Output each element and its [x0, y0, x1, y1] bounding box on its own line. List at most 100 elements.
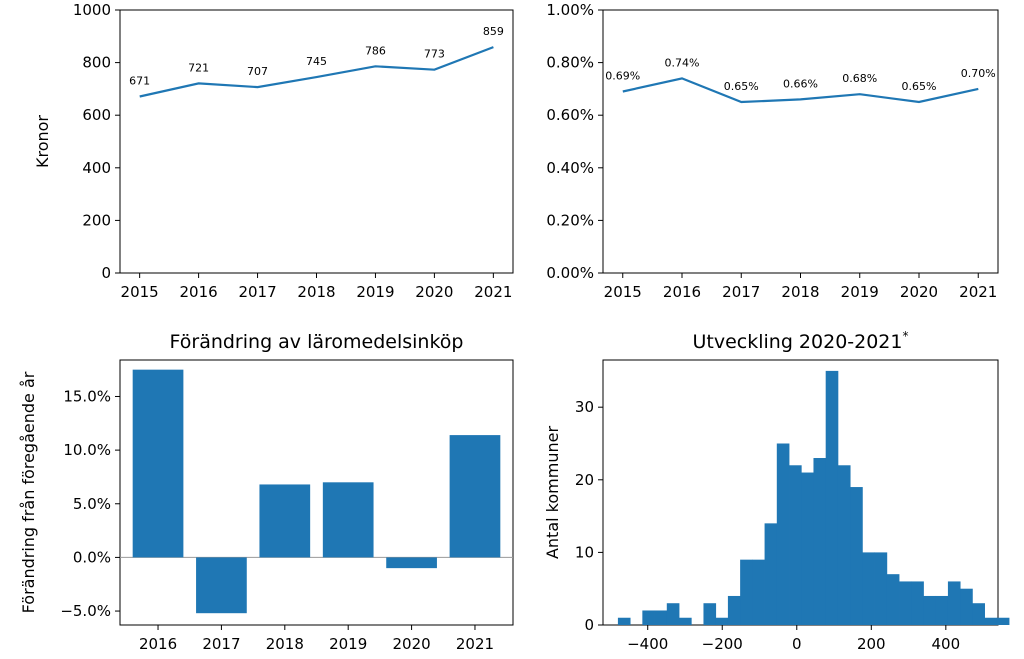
chart-utveckling-bin: [886, 574, 900, 625]
chart-forandring-xtick-label: 2018: [266, 635, 304, 653]
chart-forandring-bar: [386, 557, 437, 569]
chart-kronor-frame: [119, 9, 514, 274]
chart-andel-data-label: 0.66%: [783, 77, 818, 90]
chart-utveckling-bin: [764, 523, 778, 625]
chart-kronor-xtick-label: 2015: [121, 283, 159, 301]
chart-andel-xtick-label: 2021: [959, 283, 997, 301]
chart-kronor-ytick-label: 600: [82, 106, 111, 124]
chart-andel-ytick-label: 0.80%: [546, 54, 594, 72]
chart-kronor-xtick-label: 2017: [238, 283, 276, 301]
chart-kronor-data-label: 707: [247, 65, 268, 78]
chart-utveckling-ytick-label: 20: [575, 471, 594, 489]
chart-forandring-ytick-label: 15.0%: [63, 387, 111, 405]
chart-andel-ytick-label: 0.00%: [546, 264, 594, 282]
chart-kronor-ytick-label: 400: [82, 159, 111, 177]
chart-utveckling-bin: [850, 487, 863, 625]
chart-utveckling-bin: [947, 581, 961, 625]
chart-kronor-data-label: 786: [365, 44, 386, 57]
chart-utveckling-bin: [642, 610, 655, 625]
chart-andel-ytick-label: 1.00%: [546, 1, 594, 19]
chart-kronor-data-label: 745: [306, 55, 327, 68]
chart-utveckling-bin: [862, 552, 875, 625]
chart-kronor-data-label: 859: [483, 25, 504, 38]
chart-utveckling-bin: [703, 603, 717, 625]
chart-utveckling-title-mark: *: [903, 329, 909, 343]
chart-utveckling-bin: [972, 603, 985, 625]
chart-utveckling-bin: [617, 617, 631, 625]
chart-utveckling-xtick-label: −200: [702, 635, 743, 653]
chart-andel-ytick-label: 0.60%: [546, 106, 594, 124]
chart-utveckling-bin: [740, 559, 753, 625]
chart-utveckling-bin: [776, 443, 790, 625]
chart-andel-xtick-label: 2020: [900, 283, 938, 301]
chart-kronor-xtick-label: 2019: [356, 283, 394, 301]
chart-utveckling-bin: [911, 581, 924, 625]
chart-andel-xtick-label: 2018: [781, 283, 819, 301]
chart-utveckling-xtick-label: −400: [627, 635, 668, 653]
chart-forandring-xtick-label: 2019: [329, 635, 367, 653]
chart-andel-data-label: 0.68%: [842, 72, 877, 85]
chart-kronor-xtick-label: 2020: [415, 283, 453, 301]
chart-utveckling-ytick-label: 0: [584, 616, 594, 634]
chart-utveckling-bin: [752, 559, 765, 625]
chart-utveckling-bin: [666, 603, 680, 625]
chart-kronor-xtick-label: 2016: [180, 283, 218, 301]
chart-forandring-ytick-label: 10.0%: [63, 441, 111, 459]
chart-forandring-bar: [322, 482, 374, 558]
chart-kronor-ytick-label: 1000: [73, 1, 111, 19]
chart-kronor-ytick-label: 800: [82, 54, 111, 72]
chart-kronor-data-label: 671: [129, 75, 150, 88]
chart-kronor-data-label: 773: [424, 48, 445, 61]
chart-utveckling-ylabel: Antal kommuner: [543, 426, 562, 559]
chart-kronor-ylabel: Kronor: [33, 115, 52, 168]
chart-utveckling-bin: [813, 458, 827, 625]
chart-andel-frame: [602, 9, 999, 274]
chart-forandring-bar: [259, 484, 311, 558]
chart-forandring-title: Förändring av läromedelsinköp: [170, 331, 464, 353]
chart-kronor-ytick-label: 0: [101, 264, 111, 282]
chart-utveckling-bin: [789, 465, 802, 625]
chart-utveckling-xtick-label: 0: [792, 635, 802, 653]
chart-forandring-frame: [119, 359, 514, 626]
chart-utveckling-xtick-label: 400: [932, 635, 961, 653]
chart-utveckling-xtick-label: 200: [857, 635, 886, 653]
chart-andel-data-label: 0.74%: [665, 56, 700, 69]
chart-forandring-ytick-label: 5.0%: [73, 495, 111, 513]
chart-forandring-ytick-label: 0.0%: [73, 548, 111, 566]
chart-utveckling-bin: [899, 581, 912, 625]
chart-utveckling-ytick-label: 10: [575, 543, 594, 561]
chart-utveckling-bin: [960, 588, 973, 625]
chart-andel-xtick-label: 2016: [663, 283, 701, 301]
chart-utveckling-bin: [679, 617, 692, 625]
chart-utveckling-bin: [923, 595, 937, 625]
chart-andel-data-label: 0.70%: [961, 67, 996, 80]
chart-andel-ytick-label: 0.20%: [546, 211, 594, 229]
chart-utveckling-bin: [984, 617, 998, 625]
chart-utveckling-bin: [654, 610, 668, 625]
chart-forandring-xtick-label: 2016: [139, 635, 177, 653]
chart-kronor-ytick-label: 200: [82, 211, 111, 229]
chart-utveckling-bin: [996, 617, 1010, 625]
chart-forandring-bar: [196, 557, 247, 614]
chart-forandring-bar: [449, 435, 501, 558]
chart-utveckling-bin: [935, 595, 949, 625]
chart-kronor-xtick-label: 2018: [297, 283, 335, 301]
chart-utveckling-ytick-label: 30: [575, 398, 594, 416]
chart-utveckling-bin: [837, 465, 851, 625]
chart-andel-data-label: 0.69%: [605, 70, 640, 83]
chart-forandring-xtick-label: 2021: [456, 635, 494, 653]
chart-andel-data-label: 0.65%: [902, 80, 937, 93]
chart-forandring-ytick-label: −5.0%: [60, 602, 111, 620]
chart-utveckling-bin: [715, 617, 729, 625]
chart-forandring-bar: [132, 369, 184, 558]
chart-utveckling-bin: [727, 595, 741, 625]
chart-forandring-xtick-label: 2020: [392, 635, 430, 653]
chart-andel-series-line: [622, 77, 979, 104]
chart-andel-xtick-label: 2019: [841, 283, 879, 301]
chart-utveckling-bin: [874, 552, 888, 625]
chart-andel-ytick-label: 0.40%: [546, 159, 594, 177]
chart-utveckling-title: Utveckling 2020-2021*: [692, 329, 908, 353]
chart-forandring-ylabel: Förändring från föregående år: [19, 371, 38, 613]
chart-andel-data-label: 0.65%: [724, 80, 759, 93]
